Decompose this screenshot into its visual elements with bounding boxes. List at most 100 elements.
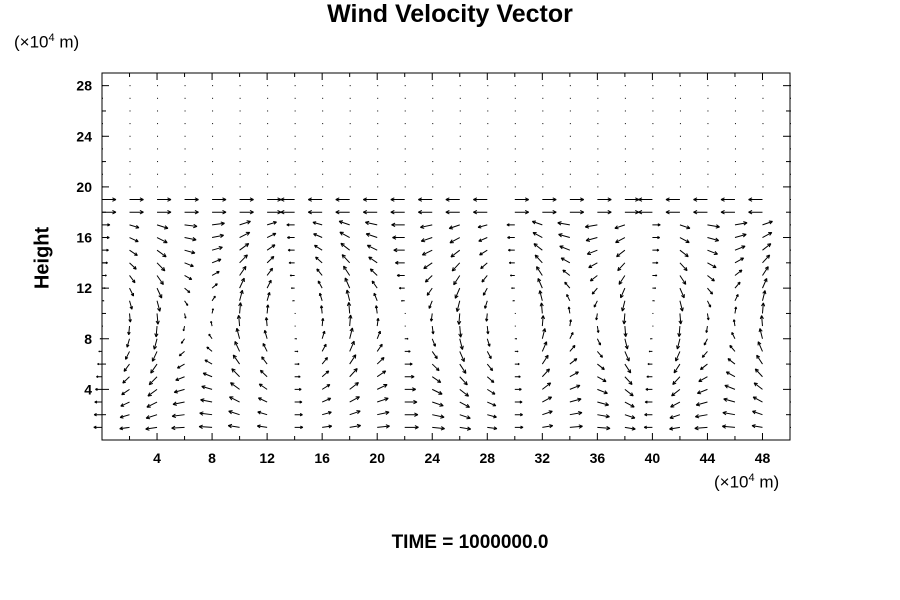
wind-vector <box>647 362 653 366</box>
wind-vector <box>459 426 472 431</box>
wind-vector <box>423 262 433 270</box>
wind-vector <box>178 351 185 357</box>
wind-vector <box>514 362 520 366</box>
wind-vector <box>679 287 685 299</box>
wind-vector <box>456 313 462 325</box>
wind-vector <box>541 354 549 365</box>
wind-vector <box>173 388 185 394</box>
wind-vector <box>694 414 708 419</box>
wind-vector <box>652 223 661 227</box>
wind-vector <box>567 306 571 314</box>
wind-vector <box>239 231 251 238</box>
wind-vector <box>184 237 197 242</box>
wind-vector <box>650 337 653 340</box>
wind-vector <box>129 249 138 257</box>
wind-vector <box>128 313 132 323</box>
wind-vector <box>307 210 323 215</box>
wind-vector <box>184 300 189 306</box>
wind-vector <box>569 424 583 429</box>
wind-vector <box>569 371 579 378</box>
wind-vector <box>459 363 467 374</box>
wind-vector <box>349 382 359 390</box>
wind-vector <box>294 362 300 366</box>
wind-vector <box>156 287 163 299</box>
wind-vector <box>705 326 709 333</box>
wind-vector <box>624 401 635 408</box>
wind-vector <box>646 375 653 379</box>
wind-vector <box>201 385 213 390</box>
wind-vector <box>589 275 598 282</box>
wind-vector <box>695 401 708 407</box>
wind-vector <box>762 266 769 276</box>
wind-vector <box>679 237 690 244</box>
wind-vector <box>538 290 543 301</box>
wind-vector <box>506 223 515 227</box>
wind-vector <box>458 326 463 338</box>
wind-vector <box>679 275 687 285</box>
wind-vector <box>569 331 574 339</box>
wind-vector <box>335 210 350 215</box>
wind-vector <box>211 258 222 264</box>
wind-vector <box>212 210 227 215</box>
wind-vector <box>211 308 215 314</box>
wind-vector <box>392 235 405 240</box>
wind-vector <box>597 197 612 202</box>
wind-vector <box>479 249 488 256</box>
wind-vector <box>156 300 162 312</box>
wind-vector <box>459 388 470 397</box>
wind-vector <box>171 425 185 431</box>
y-tick-label: 20 <box>76 179 92 195</box>
wind-vector <box>459 376 468 386</box>
wind-vector <box>317 280 323 289</box>
wind-vector <box>157 210 172 215</box>
wind-vector <box>156 275 164 286</box>
wind-vector <box>618 275 626 285</box>
wind-vector <box>418 197 433 202</box>
wind-vector <box>701 351 708 358</box>
wind-vector <box>155 313 160 325</box>
wind-vector <box>486 351 492 360</box>
wind-vector <box>615 237 626 244</box>
wind-vector <box>648 350 653 353</box>
wind-vector <box>345 289 351 301</box>
wind-vector <box>720 197 735 202</box>
wind-vector <box>147 388 158 397</box>
wind-vector <box>313 233 323 238</box>
wind-vector <box>453 275 461 286</box>
wind-vector <box>706 300 712 308</box>
wind-vector <box>557 221 570 226</box>
wind-vector <box>265 304 270 314</box>
wind-vector <box>266 279 272 289</box>
wind-vector <box>391 222 405 228</box>
wind-vector <box>486 363 494 372</box>
chart-title: Wind Velocity Vector <box>327 0 573 28</box>
wind-vector <box>119 426 130 431</box>
wind-vector <box>645 387 653 391</box>
wind-vector <box>428 300 433 309</box>
wind-vector <box>432 388 443 395</box>
wind-vector <box>669 426 681 431</box>
wind-vector <box>731 331 736 339</box>
wind-vector <box>316 268 323 276</box>
wind-vector <box>94 400 102 404</box>
wind-vector <box>624 210 640 215</box>
wind-vector <box>675 351 681 362</box>
wind-vector <box>292 300 295 302</box>
wind-vector <box>593 300 598 308</box>
wind-vector <box>638 197 653 202</box>
wind-vector <box>734 245 746 251</box>
wind-vector <box>239 265 247 276</box>
wind-vector <box>102 197 117 202</box>
wind-vector <box>539 302 544 314</box>
wind-vector <box>321 384 331 390</box>
wind-vector <box>102 223 111 227</box>
wind-vector <box>722 410 736 416</box>
wind-vector <box>696 388 708 395</box>
wind-vector <box>624 388 634 397</box>
wind-vector <box>459 401 471 408</box>
wind-vector <box>429 313 434 322</box>
wind-vector <box>280 210 295 215</box>
wind-vector <box>200 398 213 403</box>
wind-vector <box>289 274 295 277</box>
wind-vector <box>129 262 137 270</box>
